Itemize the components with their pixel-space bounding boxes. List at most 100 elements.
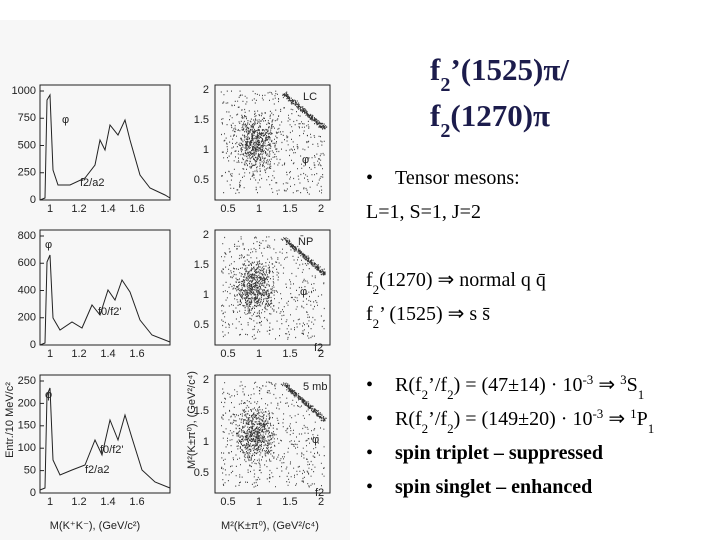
y-tick-label: 2 [203,229,209,241]
histogram-label: φ [45,239,52,251]
supscript: 3 [620,372,627,387]
y-axis-title: Entr./10 MeV/c² [4,382,16,458]
histogram-frame [39,374,171,494]
y-tick-label: 2 [203,84,209,96]
x-tick-label: 1 [256,496,262,508]
x-tick-label: 1.6 [129,496,144,508]
dalitz-label: φ [300,286,307,298]
x-tick-label: 1.2 [71,348,86,360]
body-line: L=1, S=1, J=2 [366,201,481,223]
dalitz-label: f2 [314,342,323,354]
histogram-label: f0/f2' [98,306,122,318]
x-tick-label: 1.4 [100,348,115,360]
y-tick-label: 1 [203,289,209,301]
body-line: R(f2’/f2) = (149±20) · 10-3 ⇒ 1P1 [395,406,654,436]
subscript: 2 [373,282,380,297]
text-run: P [637,408,648,430]
x-tick-label: 0.5 [220,348,235,360]
y-tick-label: 200 [18,312,36,324]
dalitz-frame [214,84,331,201]
x-tick-label: 0.5 [220,496,235,508]
y-tick-label: 0.5 [194,174,209,186]
body-line: Tensor mesons: [395,167,520,189]
y-tick-label: 1000 [12,85,36,97]
text-run: ’(1525)π/ [450,52,569,87]
text-run: R(f [395,408,422,430]
y-tick-label: 0 [30,194,36,206]
y-tick-label: 0 [30,339,36,351]
y-tick-label: 800 [18,230,36,242]
histogram-label: f2/a2 [85,464,109,476]
x-tick-label: 1 [47,203,53,215]
subscript: 1 [648,421,655,436]
x-tick-label: 1.5 [282,203,297,215]
title-line: f2’(1525)π/ [430,52,569,96]
x-tick-label: 1 [256,203,262,215]
x-tick-label: 1.2 [71,496,86,508]
subscript: 2 [440,120,450,142]
text-run: ) = (149±20) · 10 [454,408,593,430]
x-tick-label: 1 [47,348,53,360]
y-tick-label: 1.5 [194,114,209,126]
text-run: S [627,374,638,396]
y-tick-label: 1 [203,144,209,156]
text-run: ⇒ [593,374,620,396]
x-tick-label: 2 [318,496,324,508]
text-run: f [366,269,373,291]
y-tick-label: 500 [18,139,36,151]
y-tick-label: 600 [18,257,36,269]
y-tick-label: 100 [18,442,36,454]
x-axis-title: M²(K±π⁰), (GeV²/c⁴) [221,520,319,532]
supscript: -3 [592,406,603,421]
y-tick-label: 1 [203,436,209,448]
text-run: ’/f [428,374,447,396]
y-tick-label: 400 [18,284,36,296]
histogram-curve [39,387,171,491]
title-line: f2(1270)π [430,98,550,142]
x-tick-label: 2 [318,203,324,215]
text-run: ’ (1525) ⇒ s s̄ [379,303,490,325]
histogram-label: f2/a2 [80,177,104,189]
subscript: 2 [422,421,429,436]
text-run: f [430,52,441,87]
y-tick-label: 1.5 [194,259,209,271]
histogram-label: φ [45,389,52,401]
histogram-curve [39,254,171,346]
bullet: • [366,442,373,464]
dalitz-label: LC [303,91,317,103]
text-run: ’/f [428,408,447,430]
x-tick-label: 1.6 [129,348,144,360]
subscript: 2 [373,316,380,331]
y-tick-label: 250 [18,167,36,179]
figure-background [0,20,350,540]
y-tick-label: 0.5 [194,319,209,331]
text-run: ) = (47±14) · 10 [454,374,583,396]
scatter-dots [221,236,326,340]
subscript: 2 [447,387,454,402]
y-tick-label: 150 [18,420,36,432]
x-tick-label: 1.6 [129,203,144,215]
subscript: 2 [447,421,454,436]
text-run: f [366,303,373,325]
x-tick-label: 1.2 [71,203,86,215]
supscript: 1 [630,406,637,421]
dalitz-frame [214,229,331,346]
scatter-dots [220,90,328,195]
y-tick-label: 50 [24,465,36,477]
y-tick-label: 0 [30,487,36,499]
subscript: 2 [422,387,429,402]
text-run: R(f [395,374,422,396]
x-tick-label: 1.5 [282,348,297,360]
x-tick-label: 1.5 [282,496,297,508]
text-run: ⇒ [603,408,630,430]
y-tick-label: 250 [18,375,36,387]
subscript: 2 [440,74,450,96]
body-line: f2’ (1525) ⇒ s s̄ [366,303,490,331]
y-tick-label: 200 [18,397,36,409]
y-tick-label: 0.5 [194,467,209,479]
dalitz-label: 5 mb [303,381,327,393]
body-line: spin singlet – enhanced [395,476,592,498]
bullet: • [366,167,373,189]
dalitz-label: φ [302,154,309,166]
